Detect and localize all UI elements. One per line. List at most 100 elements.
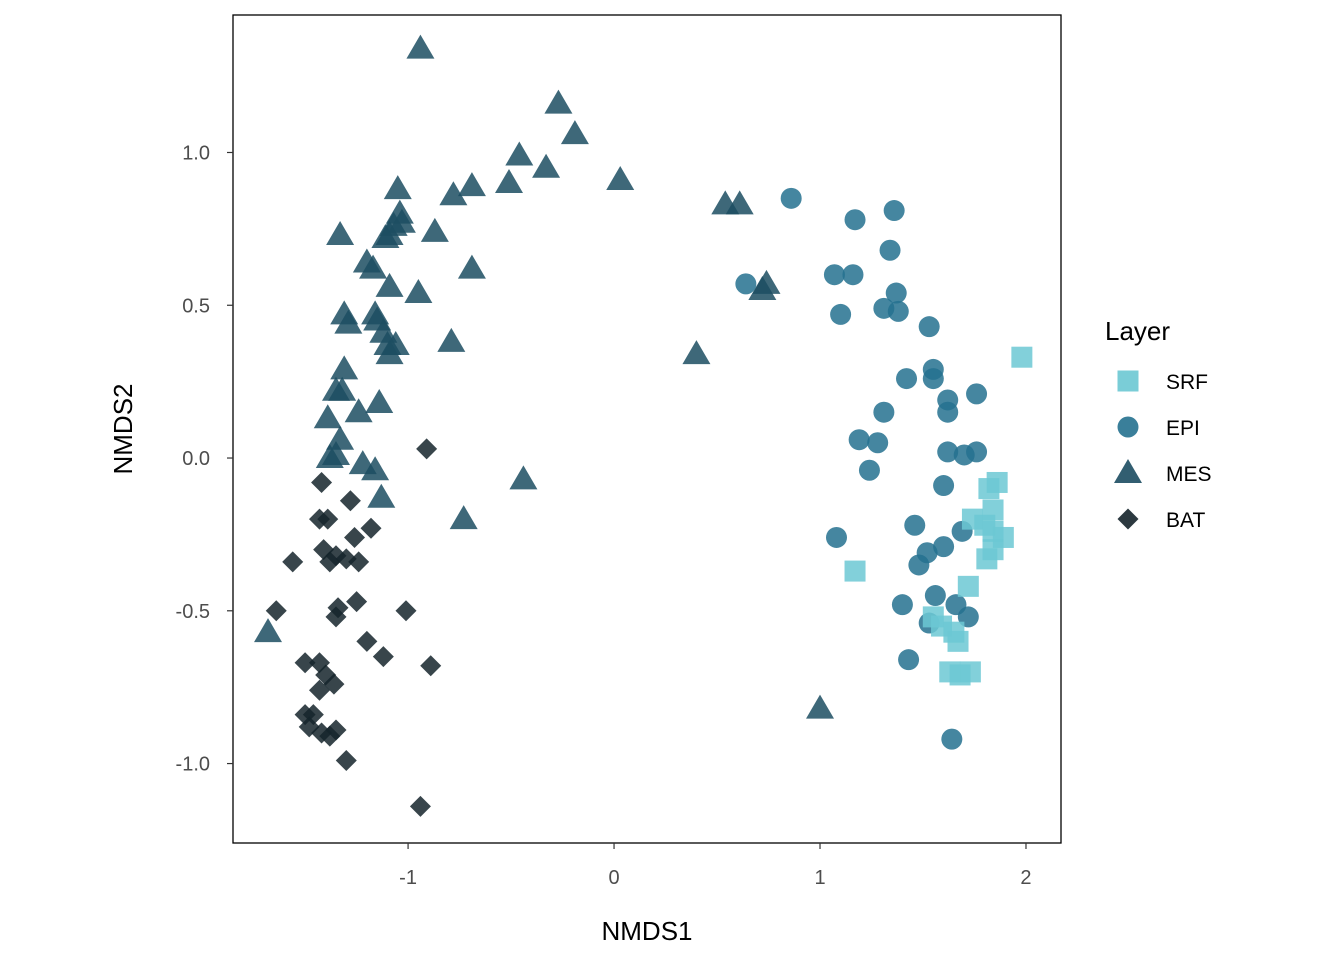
point-srf — [844, 560, 866, 582]
point-epi — [933, 536, 955, 558]
point-mes — [326, 425, 355, 450]
point-srf — [957, 575, 979, 597]
point-mes — [334, 309, 363, 334]
point-mes — [439, 181, 468, 206]
point-epi — [848, 429, 870, 451]
point-srf — [978, 478, 1000, 500]
legend-label-epi: EPI — [1166, 417, 1200, 440]
point-mes — [313, 404, 342, 429]
point-mes — [437, 327, 466, 352]
point-mes — [725, 190, 754, 215]
point-bat — [348, 551, 370, 573]
y-tick-label: -1.0 — [176, 754, 210, 776]
point-srf — [976, 548, 998, 570]
y-tick-label: 0.0 — [182, 448, 210, 470]
point-bat — [346, 591, 368, 613]
point-epi — [825, 526, 847, 548]
point-mes — [371, 224, 400, 249]
point-bat — [323, 673, 345, 695]
y-tick-label: 1.0 — [182, 142, 210, 164]
point-bat — [325, 719, 347, 741]
point-epi — [898, 649, 920, 671]
point-bat — [265, 600, 287, 622]
point-mes — [383, 175, 412, 200]
point-bat — [372, 646, 394, 668]
point-bat — [335, 750, 357, 772]
legend: Layer SRF EPI MES BAT — [1105, 316, 1212, 532]
point-epi — [887, 300, 909, 322]
point-mes — [544, 89, 573, 114]
point-epi — [966, 383, 988, 405]
point-mes — [328, 376, 357, 401]
point-bat — [294, 652, 316, 674]
x-axis-ticks: -1 0 1 2 — [399, 843, 1032, 889]
point-bat — [282, 551, 304, 573]
point-epi — [842, 264, 864, 286]
y-tick-label: 0.5 — [182, 295, 210, 317]
point-srf — [949, 664, 971, 686]
point-bat — [344, 526, 366, 548]
point-epi — [918, 316, 940, 338]
point-mes — [330, 355, 359, 380]
plot-panel — [232, 14, 1062, 844]
point-epi — [823, 264, 845, 286]
legend-key-srf — [1117, 370, 1139, 392]
point-epi — [830, 303, 852, 325]
point-epi — [908, 554, 930, 576]
point-bat — [356, 630, 378, 652]
point-epi — [896, 368, 918, 390]
point-epi — [941, 728, 963, 750]
point-bat — [420, 655, 442, 677]
x-tick-label: 1 — [814, 867, 825, 889]
legend-label-bat: BAT — [1166, 509, 1205, 532]
point-srf — [947, 630, 969, 652]
point-bat — [360, 517, 382, 539]
x-tick-label: 0 — [608, 867, 619, 889]
point-mes — [344, 398, 373, 423]
point-epi — [933, 475, 955, 497]
point-mes — [682, 340, 711, 365]
legend-key-mes — [1114, 459, 1142, 483]
legend-label-srf: SRF — [1166, 371, 1208, 394]
point-epi — [735, 273, 757, 295]
legend-key-bat — [1117, 508, 1139, 530]
x-tick-label: -1 — [399, 867, 417, 889]
legend-title: Layer — [1105, 316, 1170, 346]
x-axis-title: NMDS1 — [601, 916, 692, 946]
point-mes — [321, 440, 350, 465]
point-epi — [780, 187, 802, 209]
point-mes — [457, 172, 486, 197]
point-mes — [560, 120, 589, 145]
data-points — [254, 34, 1033, 817]
point-mes — [606, 165, 635, 190]
point-bat — [416, 438, 438, 460]
point-mes — [449, 505, 478, 530]
point-mes — [367, 483, 396, 508]
point-mes — [420, 217, 449, 242]
legend-label-mes: MES — [1166, 463, 1212, 486]
point-epi — [867, 432, 889, 454]
point-bat — [325, 606, 347, 628]
point-mes — [495, 169, 523, 194]
y-tick-label: -0.5 — [176, 601, 210, 623]
point-mes — [326, 220, 355, 245]
point-mes — [375, 340, 404, 365]
point-epi — [885, 282, 907, 304]
point-srf — [1011, 346, 1033, 368]
point-epi — [858, 459, 880, 481]
point-mes — [509, 465, 538, 490]
point-epi — [937, 401, 959, 423]
point-mes — [365, 389, 394, 414]
point-mes — [404, 279, 433, 304]
point-mes — [387, 208, 416, 233]
point-mes — [406, 34, 435, 59]
point-epi — [844, 209, 866, 231]
point-epi — [922, 368, 944, 390]
point-epi — [904, 514, 926, 536]
point-mes — [359, 254, 388, 279]
y-axis-title: NMDS2 — [108, 383, 138, 474]
point-bat — [395, 600, 417, 622]
point-bat — [409, 795, 431, 817]
point-mes — [254, 618, 283, 643]
